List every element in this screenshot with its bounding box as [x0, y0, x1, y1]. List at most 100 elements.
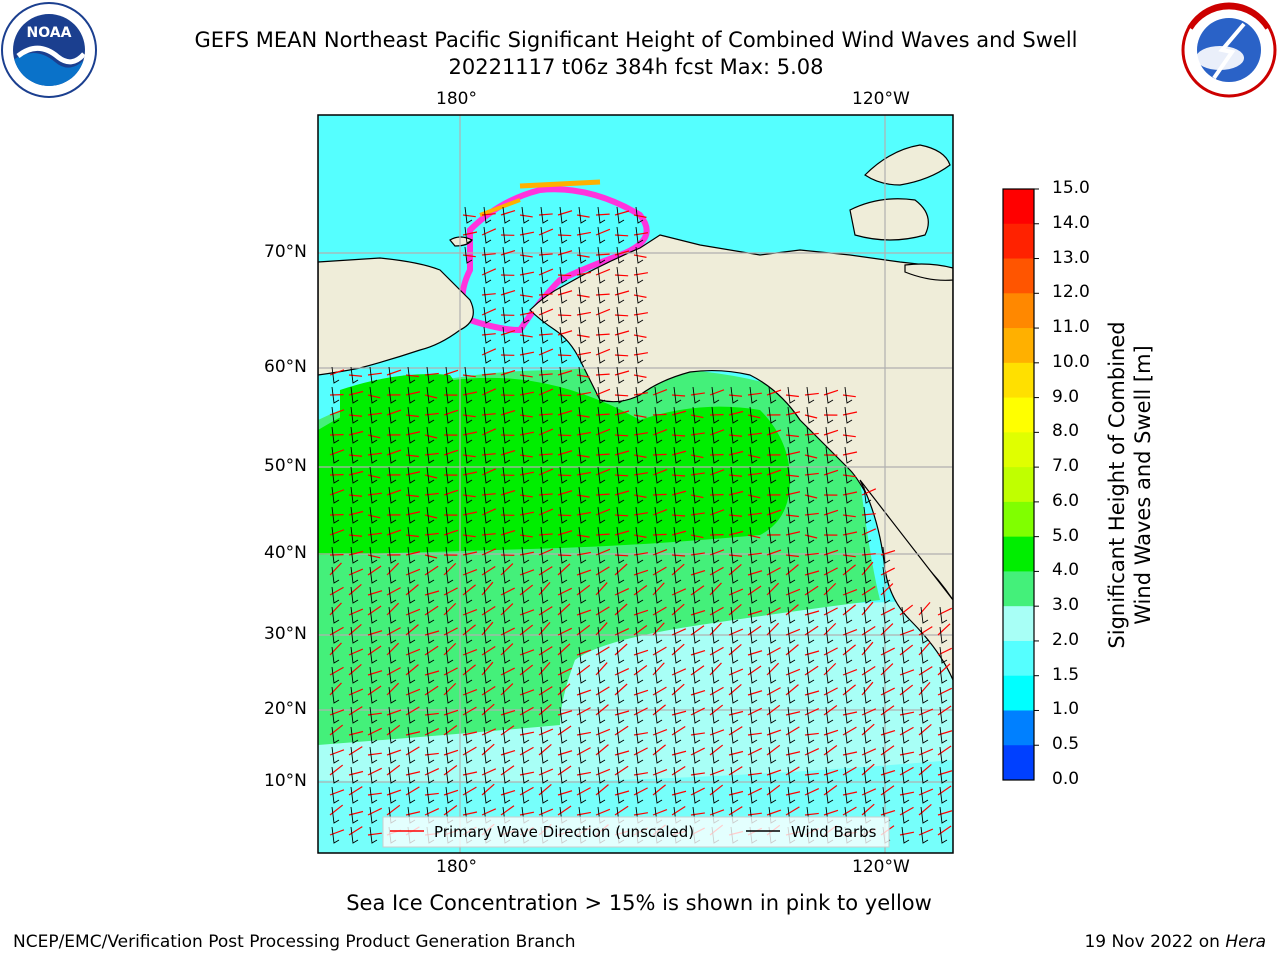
- wind-barb: [901, 806, 910, 824]
- wind-barb: [654, 646, 663, 664]
- wave-arrow: [595, 646, 610, 656]
- wind-barb: [521, 326, 530, 344]
- wind-barb: [692, 666, 701, 684]
- wind-barb: [426, 626, 435, 644]
- wave-arrow: [880, 729, 896, 736]
- wind-barb: [673, 466, 682, 484]
- wave-arrow: [481, 605, 496, 616]
- wave-arrow: [348, 374, 363, 377]
- wind-barb: [578, 606, 587, 624]
- wind-barb: [388, 566, 397, 584]
- wave-arrow: [405, 568, 421, 576]
- wave-arrow: [899, 669, 915, 676]
- wind-barb: [616, 706, 625, 724]
- wave-arrow: [500, 683, 514, 696]
- wind-barb: [654, 566, 663, 584]
- wind-barb: [388, 526, 397, 544]
- wave-arrow: [500, 725, 515, 736]
- wave-arrow: [633, 232, 648, 236]
- wind-barb: [388, 686, 397, 704]
- wave-arrow: [538, 661, 551, 676]
- wave-arrow: [424, 554, 438, 559]
- wind-barb: [350, 626, 359, 644]
- wind-barb: [673, 686, 682, 704]
- wave-arrow: [652, 548, 668, 556]
- wind-barb: [825, 786, 834, 804]
- wind-barb: [445, 446, 454, 464]
- wave-arrow: [519, 649, 535, 656]
- wind-barb: [825, 546, 834, 564]
- wind-barb: [635, 266, 644, 284]
- wave-arrow: [424, 434, 438, 439]
- wind-barb: [768, 766, 777, 784]
- wind-barb: [464, 746, 473, 764]
- page-title: GEFS MEAN Northeast Pacific Significant …: [194, 28, 1078, 52]
- wave-arrow: [595, 744, 609, 756]
- wind-barb: [388, 486, 397, 504]
- wind-barb: [597, 446, 606, 464]
- wind-barb: [483, 266, 492, 284]
- wind-barb: [616, 626, 625, 644]
- wave-arrow: [443, 667, 458, 676]
- wave-arrow: [348, 663, 362, 676]
- wave-arrow: [386, 369, 402, 376]
- wind-barb: [388, 606, 397, 624]
- wave-arrow: [405, 511, 421, 516]
- wave-arrow: [329, 804, 344, 816]
- wave-arrow: [633, 732, 648, 736]
- wind-barb: [711, 566, 720, 584]
- wave-arrow: [405, 648, 421, 656]
- wave-arrow: [671, 668, 687, 676]
- wind-barb: [407, 566, 416, 584]
- wind-barb: [635, 706, 644, 724]
- wave-arrow: [386, 789, 402, 796]
- wave-arrow: [690, 747, 705, 756]
- wind-barb: [331, 586, 340, 604]
- wave-arrow: [538, 333, 553, 336]
- wave-arrow: [557, 234, 572, 237]
- wave-arrow: [595, 533, 610, 536]
- wave-arrow: [443, 449, 459, 456]
- wind-barb: [654, 726, 663, 744]
- wave-arrow: [766, 809, 782, 816]
- wave-arrow: [519, 534, 533, 538]
- wave-arrow: [690, 454, 704, 459]
- wave-arrow: [633, 392, 648, 396]
- wave-arrow: [918, 803, 932, 816]
- wave-arrow: [690, 585, 705, 596]
- wave-arrow: [576, 624, 591, 636]
- wave-arrow: [348, 583, 362, 596]
- wind-barb: [616, 366, 625, 384]
- lat-label-20n: 20°N: [264, 699, 307, 719]
- wind-barb: [692, 406, 701, 424]
- wind-barb: [711, 666, 720, 684]
- wave-arrow: [633, 432, 648, 436]
- wind-barb: [483, 486, 492, 504]
- wave-arrow: [424, 768, 440, 776]
- wave-arrow: [367, 727, 383, 736]
- wind-barb: [635, 506, 644, 524]
- wind-barb: [863, 666, 872, 684]
- wind-barb: [825, 466, 834, 484]
- wave-arrow: [386, 627, 401, 636]
- wave-arrow: [500, 749, 516, 756]
- wave-arrow: [614, 628, 630, 636]
- wind-barb: [806, 726, 815, 744]
- wind-barb: [673, 786, 682, 804]
- wave-arrow: [747, 650, 763, 656]
- wind-barb: [711, 606, 720, 624]
- wind-barb: [350, 726, 359, 744]
- wind-barb: [483, 726, 492, 744]
- wave-arrow: [823, 389, 839, 396]
- wind-barb: [350, 666, 359, 684]
- wind-barb: [407, 386, 416, 404]
- wave-arrow: [899, 604, 914, 616]
- wind-barb: [426, 726, 435, 744]
- wind-barb: [844, 426, 853, 444]
- wind-barb: [749, 486, 758, 504]
- wave-arrow: [766, 687, 781, 696]
- wind-barb: [616, 766, 625, 784]
- wind-barb: [692, 446, 701, 464]
- wind-barb: [521, 526, 530, 544]
- wind-barb: [635, 466, 644, 484]
